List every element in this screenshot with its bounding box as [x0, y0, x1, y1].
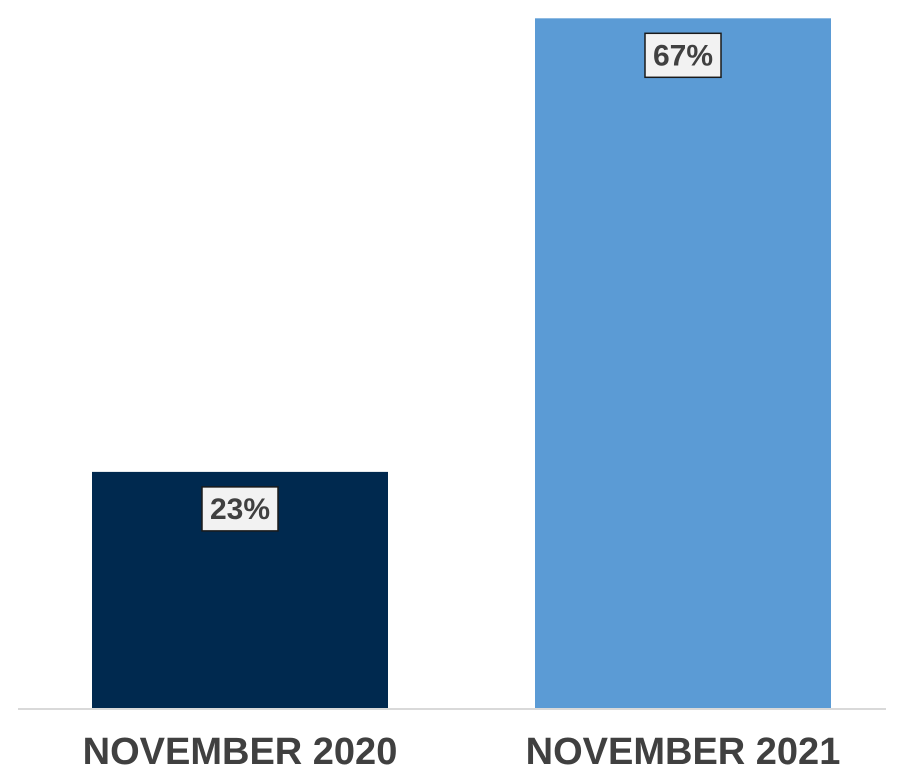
data-label-1: 67%	[653, 39, 713, 72]
data-label-box-1	[644, 32, 722, 79]
data-labels-group: 23% 67%	[201, 32, 722, 532]
category-label-0: NOVEMBER 2020	[83, 731, 398, 772]
bars-group	[92, 18, 831, 709]
data-label-box-0	[201, 486, 279, 532]
bar-1	[535, 18, 831, 709]
data-label-0: 23%	[210, 493, 270, 526]
category-label-1: NOVEMBER 2021	[526, 731, 841, 772]
